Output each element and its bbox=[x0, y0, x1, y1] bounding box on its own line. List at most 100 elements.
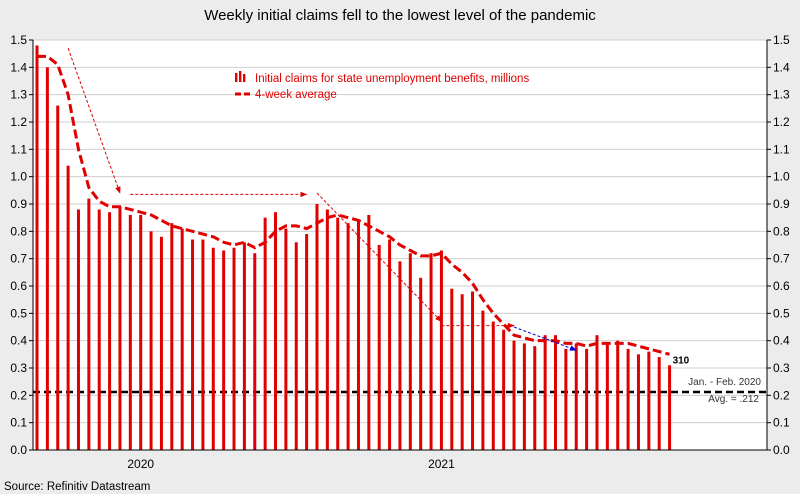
y-tick-label-left: 0.9 bbox=[10, 197, 27, 211]
y-tick-label-right: 0.2 bbox=[773, 388, 790, 402]
bar bbox=[647, 351, 651, 450]
bar bbox=[191, 239, 195, 450]
chart-source: Source: Refinitiv Datastream bbox=[4, 481, 150, 493]
y-tick-label-left: 1.0 bbox=[10, 170, 27, 184]
bar bbox=[76, 209, 80, 450]
y-tick-label-right: 1.1 bbox=[773, 142, 790, 156]
bar bbox=[35, 45, 39, 450]
bar bbox=[274, 212, 278, 450]
legend-bar-swatch bbox=[235, 73, 238, 82]
x-tick-label: 2020 bbox=[127, 457, 154, 471]
bar bbox=[45, 67, 49, 450]
y-tick-label-left: 0.7 bbox=[10, 252, 27, 266]
bar bbox=[149, 231, 153, 450]
bar bbox=[554, 335, 557, 450]
trend-arrow bbox=[513, 326, 577, 351]
bar bbox=[284, 228, 288, 450]
bar bbox=[356, 220, 360, 450]
bar bbox=[543, 335, 547, 450]
bar bbox=[668, 365, 672, 450]
bar bbox=[439, 250, 443, 450]
legend-bars-label: Initial claims for state unemployment be… bbox=[255, 73, 529, 85]
bar bbox=[564, 348, 568, 450]
bar bbox=[118, 206, 122, 450]
bar bbox=[636, 354, 640, 450]
y-tick-label-left: 0.0 bbox=[10, 443, 27, 457]
y-tick-label-left: 1.3 bbox=[10, 88, 27, 102]
bar bbox=[263, 217, 267, 450]
bar bbox=[512, 340, 516, 450]
last-value-label: 310 bbox=[673, 355, 690, 366]
bar bbox=[346, 223, 350, 450]
bar bbox=[108, 212, 112, 450]
trend-arrow bbox=[67, 48, 121, 194]
bar bbox=[367, 214, 371, 450]
bar bbox=[388, 239, 392, 450]
bar bbox=[139, 214, 143, 450]
y-tick-label-right: 0.7 bbox=[773, 252, 790, 266]
bar bbox=[253, 253, 257, 450]
bar bbox=[201, 239, 205, 450]
bar bbox=[460, 294, 464, 450]
y-tick-label-left: 0.1 bbox=[10, 416, 27, 430]
bar bbox=[616, 340, 620, 450]
bar bbox=[66, 165, 70, 450]
bar bbox=[294, 242, 298, 450]
y-tick-label-left: 1.1 bbox=[10, 142, 27, 156]
y-tick-label-right: 1.2 bbox=[773, 115, 790, 129]
bar bbox=[481, 310, 485, 450]
bar bbox=[377, 245, 381, 450]
bar bbox=[232, 247, 236, 450]
bar bbox=[242, 242, 246, 450]
y-tick-label-right: 0.8 bbox=[773, 224, 790, 238]
y-tick-label-left: 0.2 bbox=[10, 388, 27, 402]
y-tick-label-right: 0.9 bbox=[773, 197, 790, 211]
reference-label-line1: Jan. - Feb. 2020 bbox=[688, 377, 761, 388]
y-tick-label-left: 0.8 bbox=[10, 224, 27, 238]
y-tick-label-left: 1.2 bbox=[10, 115, 27, 129]
y-tick-label-right: 0.6 bbox=[773, 279, 790, 293]
y-tick-label-left: 1.5 bbox=[10, 33, 27, 47]
bar bbox=[522, 343, 526, 450]
y-tick-label-right: 0.5 bbox=[773, 306, 790, 320]
bar bbox=[408, 253, 412, 450]
y-tick-label-left: 0.5 bbox=[10, 306, 27, 320]
bar bbox=[398, 261, 402, 450]
y-tick-label-left: 0.4 bbox=[10, 334, 27, 348]
bar bbox=[450, 288, 454, 450]
bar bbox=[502, 329, 506, 450]
bar bbox=[325, 209, 329, 450]
bar bbox=[87, 198, 91, 450]
bar bbox=[626, 348, 630, 450]
bar bbox=[585, 348, 589, 450]
bar bbox=[605, 343, 609, 450]
legend-bar-swatch bbox=[239, 71, 242, 82]
bar bbox=[657, 357, 661, 450]
y-tick-label-right: 0.0 bbox=[773, 443, 790, 457]
bar bbox=[419, 277, 423, 450]
bar bbox=[471, 291, 475, 450]
y-tick-label-left: 0.6 bbox=[10, 279, 27, 293]
y-tick-label-right: 0.4 bbox=[773, 334, 790, 348]
bar bbox=[336, 217, 340, 450]
y-tick-label-right: 1.4 bbox=[773, 60, 790, 74]
bar bbox=[180, 228, 184, 450]
y-tick-label-right: 0.1 bbox=[773, 416, 790, 430]
y-tick-label-right: 1.0 bbox=[773, 170, 790, 184]
bar bbox=[97, 209, 101, 450]
bar bbox=[574, 343, 578, 450]
bar bbox=[128, 214, 132, 450]
legend-line-label: 4-week average bbox=[255, 89, 337, 101]
bar bbox=[222, 250, 226, 450]
bar bbox=[595, 335, 599, 450]
bar bbox=[491, 321, 495, 450]
reference-label-line2: Avg. = .212 bbox=[708, 394, 759, 405]
x-tick-label: 2021 bbox=[428, 457, 455, 471]
y-tick-label-left: 0.3 bbox=[10, 361, 27, 375]
bar bbox=[533, 346, 537, 450]
bar bbox=[305, 234, 309, 450]
y-tick-label-right: 0.3 bbox=[773, 361, 790, 375]
bar bbox=[429, 253, 433, 450]
